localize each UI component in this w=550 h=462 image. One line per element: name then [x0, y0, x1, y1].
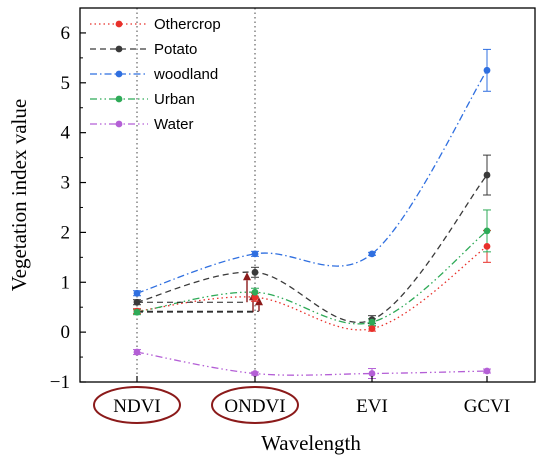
y-tick-label: 4: [61, 123, 71, 144]
x-label-circle-ndvi: [93, 386, 181, 424]
x-tick-label-ndvi: NDVI: [113, 396, 161, 417]
point-urban-evi: [368, 318, 376, 326]
point-woodland-ondvi: [251, 250, 259, 258]
x-tick-label-evi: EVI: [356, 396, 388, 417]
y-tick-label: 6: [61, 23, 71, 44]
increase-arrow-othercrop: [137, 297, 263, 312]
legend-item-woodland: woodland: [90, 66, 218, 83]
series-line-water: [136, 351, 488, 376]
point-urban-gcvi: [483, 227, 491, 235]
legend-item-othercrop: Othercrop: [90, 16, 221, 33]
point-woodland-ndvi: [133, 289, 141, 297]
point-water-ondvi: [251, 370, 259, 377]
point-potato-ondvi: [251, 268, 259, 276]
x-axis-title: Wavelength: [261, 431, 361, 455]
point-potato-ndvi: [133, 298, 141, 306]
increase-arrow-potato: [137, 272, 251, 303]
series-line-potato: [136, 174, 488, 323]
legend-item-water: Water: [90, 116, 193, 133]
point-woodland-evi: [368, 250, 376, 258]
point-urban-ndvi: [133, 308, 141, 316]
point-water-gcvi: [483, 367, 491, 375]
point-water-evi: [368, 370, 376, 377]
point-othercrop-evi: [368, 325, 376, 333]
point-potato-gcvi: [483, 171, 491, 179]
legend-item-urban: Urban: [90, 91, 195, 108]
y-tick-label: −1: [50, 372, 70, 393]
series-line-othercrop: [136, 245, 488, 331]
point-urban-ondvi: [251, 288, 259, 296]
y-tick-label: 5: [61, 73, 71, 94]
y-tick-label: 1: [61, 272, 71, 293]
legend-label: Othercrop: [154, 16, 221, 33]
point-water-ndvi: [133, 348, 141, 356]
y-tick-label: 3: [61, 173, 71, 194]
x-label-circle-ondvi: [211, 386, 299, 424]
series-line-woodland: [136, 69, 488, 294]
legend-item-potato: Potato: [90, 41, 197, 58]
plot-frame: [79, 7, 536, 383]
series-line-urban: [136, 230, 488, 325]
legend-label: woodland: [153, 66, 218, 83]
x-tick-label-gcvi: GCVI: [464, 396, 510, 417]
y-tick-label: 0: [61, 322, 71, 343]
y-axis-title: Vegetation index value: [7, 99, 31, 291]
legend-label: Urban: [154, 91, 195, 108]
point-othercrop-gcvi: [483, 242, 491, 250]
legend-label: Water: [154, 116, 193, 133]
point-woodland-gcvi: [483, 66, 491, 74]
point-othercrop-ondvi: [251, 293, 259, 301]
legend-label: Potato: [154, 41, 197, 58]
x-tick-label-ondvi: ONDVI: [224, 396, 285, 417]
y-tick-label: 2: [61, 222, 71, 243]
